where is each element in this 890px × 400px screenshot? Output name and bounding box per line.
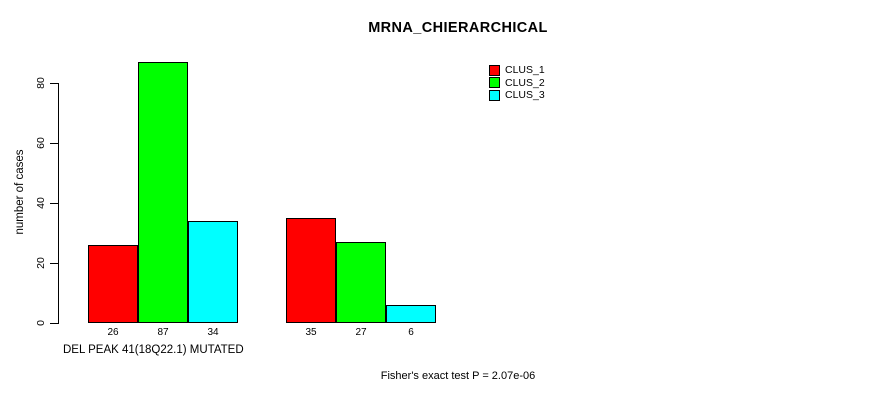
y-tick xyxy=(50,83,58,84)
bar-value-label: 35 xyxy=(305,327,317,338)
legend: CLUS_1 CLUS_2 CLUS_3 xyxy=(489,64,545,102)
y-tick-label: 80 xyxy=(35,77,47,89)
legend-swatch-icon xyxy=(489,64,500,76)
bar-clus_3-group1 xyxy=(188,221,238,323)
chart-title: MRNA_CHIERARCHICAL xyxy=(368,20,548,36)
y-tick xyxy=(50,143,58,144)
y-tick xyxy=(50,263,58,264)
y-tick xyxy=(50,203,58,204)
legend-item-clus_2: CLUS_2 xyxy=(489,77,545,90)
y-axis-line xyxy=(58,83,59,324)
legend-swatch-icon xyxy=(489,77,500,89)
bar-clus_3-group2 xyxy=(386,305,436,323)
legend-label: CLUS_3 xyxy=(505,89,545,102)
bar-value-label: 87 xyxy=(157,327,169,338)
bar-clus_2-group2 xyxy=(336,242,386,323)
bar-clus_2-group1 xyxy=(138,62,188,323)
legend-label: CLUS_2 xyxy=(505,76,545,89)
bar-clus_1-group2 xyxy=(286,218,336,323)
bar-value-label: 26 xyxy=(107,327,119,338)
legend-swatch-icon xyxy=(489,89,500,101)
y-axis-label: number of cases xyxy=(14,149,26,235)
legend-item-clus_1: CLUS_1 xyxy=(489,64,545,77)
footnote-text: Fisher's exact test P = 2.07e-06 xyxy=(380,370,536,382)
bar-value-label: 27 xyxy=(355,327,367,338)
legend-label: CLUS_1 xyxy=(505,64,545,77)
legend-item-clus_3: CLUS_3 xyxy=(489,89,545,102)
bar-value-label: 6 xyxy=(408,327,414,338)
y-tick-label: 40 xyxy=(35,197,47,209)
x-axis-label: DEL PEAK 41(18Q22.1) MUTATED xyxy=(63,344,244,356)
y-tick-label: 60 xyxy=(35,137,47,149)
y-tick-label: 20 xyxy=(35,257,47,269)
bar-clus_1-group1 xyxy=(88,245,138,323)
y-tick xyxy=(50,323,58,324)
y-tick-label: 0 xyxy=(35,320,47,326)
bar-value-label: 34 xyxy=(207,327,219,338)
